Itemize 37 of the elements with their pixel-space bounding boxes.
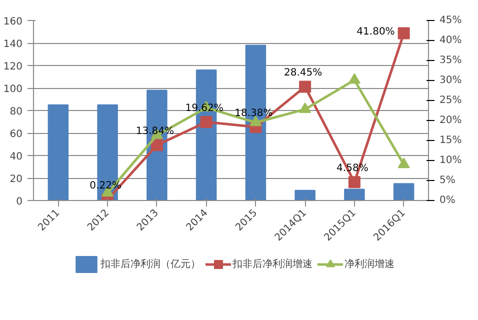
y2-tick-label: 5%: [440, 175, 456, 186]
y2-tick-label: 40%: [440, 35, 462, 46]
point: [299, 102, 312, 113]
legend-label: 净利润增速: [344, 258, 394, 271]
point: [150, 139, 163, 152]
y2-tick-label: 25%: [440, 95, 462, 106]
y-tick-label: 140: [3, 39, 23, 50]
legend-label: 扣非后净利润增速: [232, 258, 312, 271]
data-label: 41.80%: [356, 26, 395, 38]
point: [398, 27, 410, 40]
data-label: 19.62%: [185, 103, 224, 114]
y2-tick-label: 10%: [440, 155, 462, 166]
y-tick-label: 120: [3, 62, 23, 72]
y2-tick-label: 0%: [440, 195, 456, 206]
data-label: 13.84%: [136, 126, 174, 138]
legend-label: 扣非后净利润（亿元）: [100, 258, 200, 271]
bar: [344, 188, 365, 200]
y-tick-label: 20: [10, 174, 23, 185]
y-tick-label: 80: [10, 106, 23, 118]
y2-tick-label: 45%: [440, 15, 462, 26]
bar: [48, 104, 69, 200]
point: [348, 73, 360, 84]
point: [398, 158, 410, 168]
y-tick-label: 160: [3, 16, 23, 28]
point: [200, 116, 212, 128]
data-label: 28.45%: [284, 68, 322, 79]
y2-tick-label: 35%: [440, 55, 462, 66]
point: [299, 80, 312, 93]
y2-tick-label: 30%: [440, 75, 462, 86]
y2-tick-label: 15%: [440, 135, 462, 146]
bar: [294, 190, 316, 200]
y2-tick-label: 20%: [440, 115, 462, 126]
y-tick-label: 0: [16, 196, 23, 208]
bar: [393, 183, 414, 200]
y-tick-label: 100: [3, 84, 23, 95]
y-tick-label: 60: [10, 129, 23, 140]
y-tick-label: 40: [10, 152, 23, 162]
